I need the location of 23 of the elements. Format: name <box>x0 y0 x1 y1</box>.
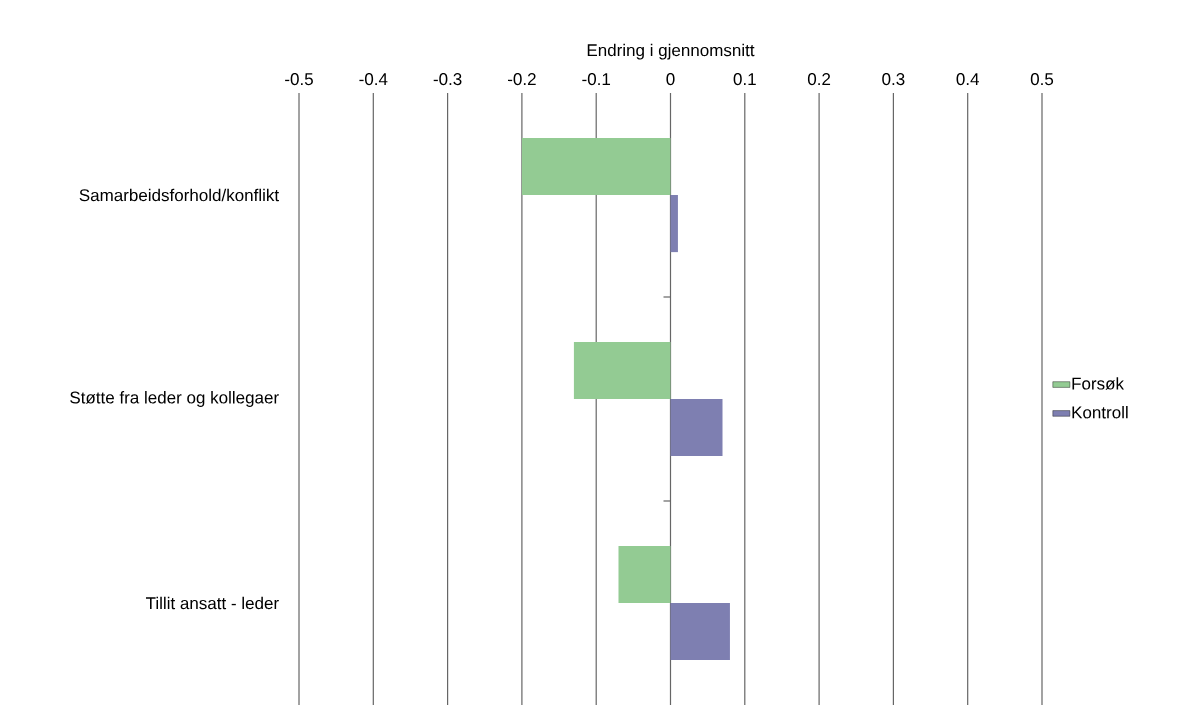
x-tick-label: -0.1 <box>582 73 611 86</box>
x-tick-label: 0.2 <box>807 73 831 86</box>
x-tick-label: -0.4 <box>359 73 388 86</box>
x-tick-label: -0.2 <box>508 73 536 86</box>
x-tick-label: 0 <box>666 73 675 86</box>
y-tick-label: Støtte fra leder og kollegaer <box>70 391 279 407</box>
y-tick-label: Samarbeidsforhold/konflikt <box>79 188 279 202</box>
bar <box>670 195 678 253</box>
bar <box>521 137 671 195</box>
x-tick-label: -0.5 <box>285 73 313 86</box>
x-axis-title: Endring i gjennomsnitt <box>587 43 755 60</box>
legend-label: Kontroll <box>1072 406 1128 419</box>
y-tick-label: Tillit ansatt - leder <box>145 596 279 610</box>
x-tick-label: 0.5 <box>1030 73 1054 86</box>
x-tick-label: 0.3 <box>882 73 905 86</box>
x-tick-label: 0.4 <box>956 73 980 86</box>
x-tick-label: -0.3 <box>433 73 462 86</box>
bar <box>573 341 671 399</box>
bar <box>670 602 730 661</box>
legend-label: Forsøk <box>1072 377 1125 390</box>
x-tick-label: 0.1 <box>733 73 756 86</box>
bar <box>670 399 723 457</box>
bar <box>618 545 671 603</box>
